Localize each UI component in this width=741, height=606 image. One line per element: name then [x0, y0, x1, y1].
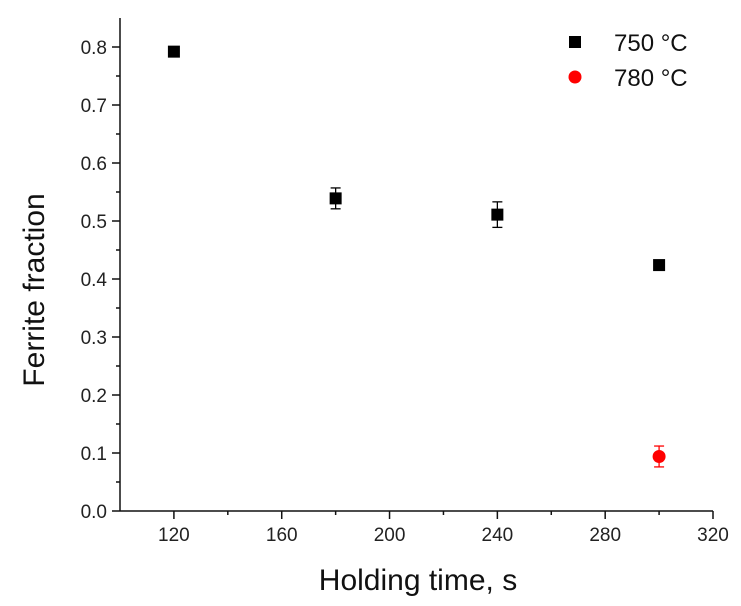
data-point-square — [491, 208, 504, 221]
legend-marker-square — [569, 36, 581, 48]
data-marks — [167, 45, 666, 468]
y-tick-label: 0.1 — [81, 444, 107, 465]
x-axis-title: Holding time, s — [319, 564, 517, 597]
y-tick-label: 0.4 — [81, 270, 108, 291]
x-tick-label: 320 — [697, 525, 729, 546]
y-tick-label: 0.5 — [81, 212, 107, 233]
x-tick-label: 240 — [482, 525, 514, 546]
x-tick-label: 280 — [589, 525, 621, 546]
x-tick-label: 160 — [266, 525, 298, 546]
y-tick-label: 0.6 — [81, 154, 107, 175]
y-tick-label: 0.8 — [81, 38, 107, 59]
tick-labels: 120 160 200 240 280 320 0.0 0.1 0.2 0.3 0.4 0.5 0.6 0… — [81, 38, 729, 546]
legend-label: 780 °C — [614, 65, 688, 92]
x-tick-label: 120 — [158, 525, 190, 546]
y-tick-label: 0.0 — [81, 502, 107, 523]
axes — [119, 18, 713, 512]
y-tick-label: 0.3 — [81, 328, 107, 349]
tick-marks — [112, 46, 714, 519]
legend-marker-circle — [568, 70, 582, 84]
y-tick-label: 0.7 — [81, 96, 107, 117]
data-point-square — [167, 45, 180, 58]
data-point-circle — [652, 449, 666, 463]
y-tick-label: 0.2 — [81, 386, 107, 407]
x-tick-label: 200 — [374, 525, 406, 546]
legend-label: 750 °C — [614, 30, 688, 57]
data-point-square — [653, 259, 666, 272]
legend: 750 °C 780 °C — [568, 30, 688, 92]
y-axis-title: Ferrite fraction — [18, 193, 51, 386]
data-point-square — [329, 192, 342, 205]
